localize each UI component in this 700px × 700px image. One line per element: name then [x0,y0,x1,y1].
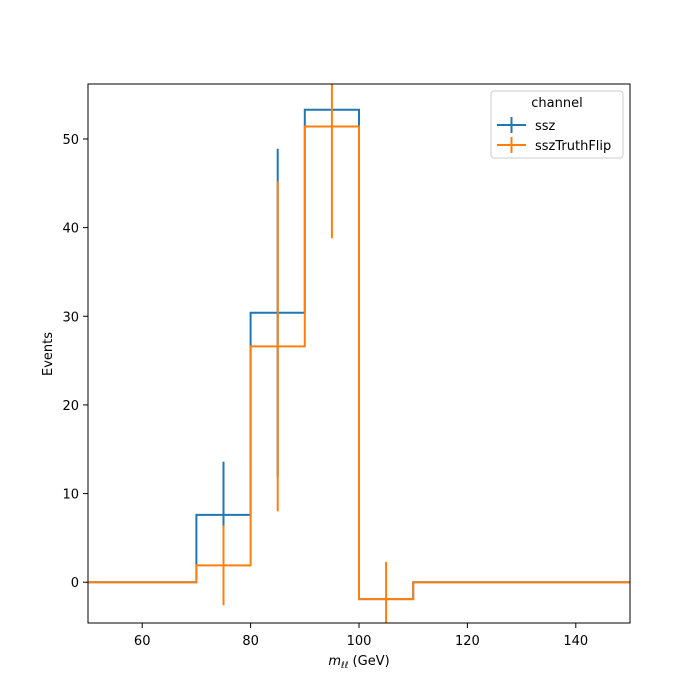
y-tick-label: 30 [62,310,79,325]
x-tick-label: 100 [347,634,372,649]
y-tick-label: 20 [62,399,79,414]
x-tick-label: 80 [242,634,259,649]
x-axis-label-unit: (GeV) [348,654,389,669]
y-axis-label: Events [41,332,56,376]
y-axis: 0 10 20 30 40 50 [62,133,88,591]
y-tick-label: 0 [71,576,79,591]
legend-box [490,90,624,159]
x-axis-label-sub: ℓℓ [340,661,348,671]
y-tick-label: 10 [62,488,79,503]
y-tick-label: 40 [62,222,79,237]
legend-title: channel [531,96,582,111]
series-layer [88,84,630,623]
x-tick-label: 120 [455,634,480,649]
y-tick-label: 50 [62,133,79,148]
legend-entries: ssz sszTruthFlip [497,117,611,154]
x-tick-label: 60 [134,634,151,649]
x-axis-label: mℓℓ (GeV) [328,654,389,671]
x-axis: 60 80 100 120 140 [134,623,588,649]
x-axis-label-main: m [328,654,341,669]
legend-label: ssz [535,119,556,134]
legend-label: sszTruthFlip [535,139,611,154]
x-tick-label: 140 [563,634,588,649]
series-sszTruthFlip [88,84,630,623]
legend-entry-ssz[interactable]: ssz [497,117,556,134]
legend-entry-sszTruthFlip[interactable]: sszTruthFlip [497,137,611,154]
legend[interactable]: channel ssz sszTruthFlip [490,90,624,159]
